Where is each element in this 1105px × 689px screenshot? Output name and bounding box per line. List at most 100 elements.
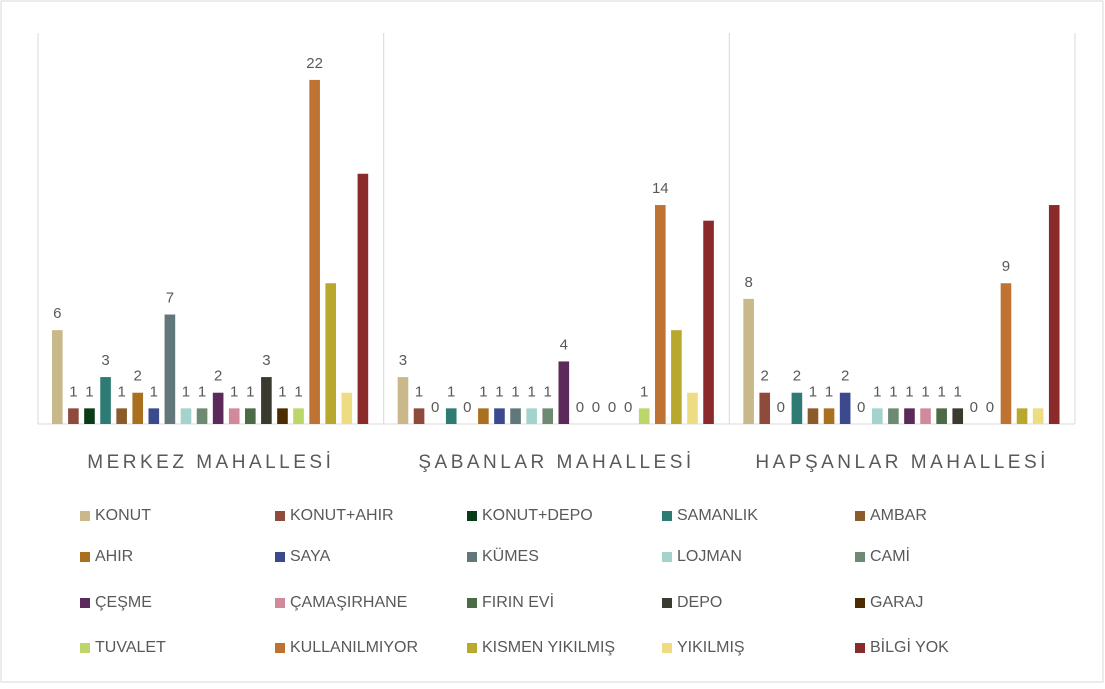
bar (478, 408, 489, 424)
legend-label: KONUT+AHIR (290, 507, 394, 524)
legend-label: SAYA (290, 548, 331, 565)
bar (888, 408, 899, 424)
bar (341, 392, 353, 424)
bar (526, 408, 537, 424)
data-label: 8 (744, 274, 752, 291)
legend-swatch (275, 643, 285, 653)
data-label: 0 (777, 399, 785, 416)
bar (687, 392, 698, 424)
data-label: 0 (592, 399, 600, 416)
bar (510, 408, 521, 424)
data-label: 0 (857, 399, 865, 416)
bar (1032, 408, 1044, 424)
data-label: 1 (415, 383, 423, 400)
data-label: 7 (166, 289, 174, 306)
legend-swatch (275, 552, 285, 562)
data-label: 4 (560, 336, 568, 353)
legend-label: KULLANILMIYOR (290, 639, 418, 656)
legend-label: LOJMAN (677, 548, 742, 565)
data-label: 1 (905, 383, 913, 400)
legend-swatch (275, 511, 285, 521)
legend-swatch (80, 511, 90, 521)
data-label: 1 (278, 383, 286, 400)
legend-swatch (662, 552, 672, 562)
legend-swatch (855, 552, 865, 562)
bar (148, 408, 160, 424)
data-label: 3 (399, 352, 407, 369)
bar (494, 408, 505, 424)
legend-swatch (467, 511, 477, 521)
bar (445, 408, 457, 424)
legend-swatch (662, 511, 672, 521)
data-label: 1 (85, 383, 93, 400)
bar (245, 408, 256, 424)
data-label: 1 (937, 383, 945, 400)
data-label: 1 (809, 383, 817, 400)
legend-label: CAMİ (870, 546, 910, 565)
data-label: 2 (214, 368, 222, 385)
data-label: 1 (640, 383, 648, 400)
bar (116, 408, 127, 424)
legend-label: YIKILMIŞ (677, 639, 745, 656)
bar (261, 377, 272, 424)
x-tick-label: HAPŞANLAR MAHALLESİ (755, 452, 1049, 473)
data-label: 1 (889, 383, 897, 400)
data-label: 1 (495, 383, 503, 400)
legend-label: FIRIN EVİ (482, 592, 554, 611)
bar (84, 408, 95, 424)
legend-label: TUVALET (95, 639, 166, 656)
legend-label: ÇAMAŞIRHANE (290, 594, 407, 611)
data-label: 2 (134, 368, 142, 385)
bar (952, 408, 964, 424)
bar (759, 392, 771, 424)
data-label: 1 (230, 383, 238, 400)
legend-swatch (275, 598, 285, 608)
data-label: 1 (69, 383, 77, 400)
data-label: 3 (101, 352, 109, 369)
legend-swatch (467, 552, 477, 562)
bar (638, 408, 650, 424)
legend-label: KONUT (95, 507, 151, 524)
bar (839, 392, 851, 424)
data-label: 1 (198, 383, 206, 400)
legend-swatch (80, 598, 90, 608)
legend-label: AMBAR (870, 507, 927, 524)
bar (791, 392, 803, 424)
bar (325, 283, 337, 424)
data-label: 1 (294, 383, 302, 400)
bar (52, 330, 63, 424)
bar (872, 408, 883, 424)
legend-swatch (80, 643, 90, 653)
legend-label: ÇEŞME (95, 594, 152, 611)
data-label: 9 (1002, 258, 1010, 275)
bar (277, 408, 288, 424)
data-label: 3 (262, 352, 270, 369)
bar (807, 408, 819, 424)
data-label: 6 (53, 305, 61, 322)
legend-swatch (80, 552, 90, 562)
bar (196, 408, 208, 424)
bar (68, 408, 79, 424)
bar (1016, 408, 1028, 424)
data-label: 1 (825, 383, 833, 400)
bar (936, 408, 947, 424)
legend-swatch (855, 598, 865, 608)
bar (180, 408, 192, 424)
legend-label: KISMEN YIKILMIŞ (482, 639, 615, 656)
data-label: 0 (986, 399, 994, 416)
legend-label: AHIR (95, 548, 133, 565)
legend-label: DEPO (677, 594, 722, 611)
data-label: 0 (576, 399, 584, 416)
data-label: 1 (954, 383, 962, 400)
bar (542, 408, 554, 424)
bar (1048, 205, 1060, 424)
data-label: 0 (608, 399, 616, 416)
data-label: 1 (544, 383, 552, 400)
data-label: 1 (921, 383, 929, 400)
data-label: 1 (527, 383, 535, 400)
data-label: 0 (463, 399, 471, 416)
bar (558, 361, 570, 424)
legend-swatch (662, 598, 672, 608)
